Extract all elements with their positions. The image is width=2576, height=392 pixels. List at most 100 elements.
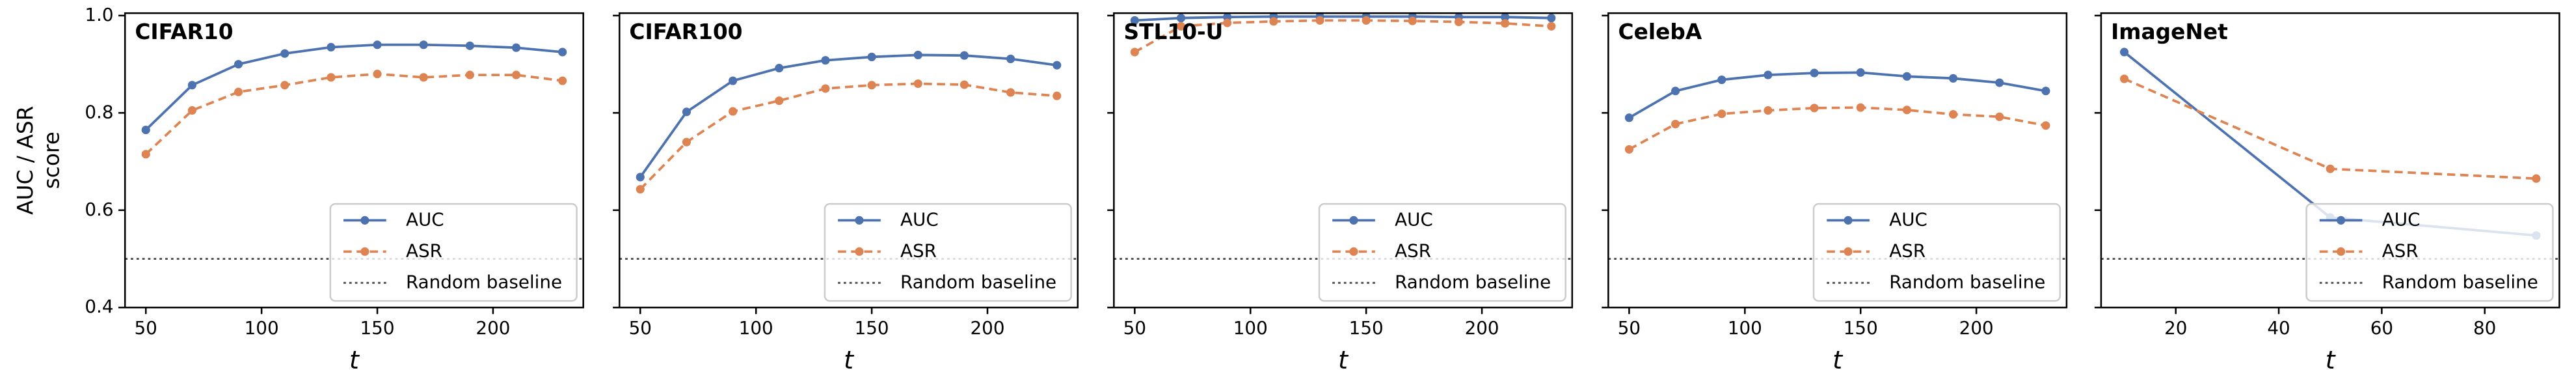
legend-label: ASR: [406, 240, 442, 261]
marker: [2041, 87, 2050, 96]
panel-title: CelebA: [1618, 20, 1702, 44]
marker: [465, 70, 474, 79]
legend-label: Random baseline: [406, 271, 562, 292]
axes-frame: [618, 12, 1079, 309]
series-line: [1628, 106, 2046, 151]
marker: [1949, 74, 1958, 83]
marker: [636, 173, 645, 182]
series-line: [2123, 77, 2536, 180]
marker: [2532, 174, 2541, 183]
legend-marker: [855, 216, 864, 225]
x-tick-label: 50: [135, 317, 157, 339]
y-axis-label: AUC / ASR: [13, 106, 38, 215]
marker: [1902, 72, 1911, 81]
panel-title: CIFAR10: [135, 20, 233, 44]
legend: AUC ASR Random baseline: [1812, 203, 2061, 302]
marker: [1810, 104, 1819, 113]
marker: [511, 43, 521, 52]
marker: [636, 185, 645, 194]
legend-marker: [360, 216, 369, 225]
legend: AUC ASR Random baseline: [329, 203, 578, 302]
legend-marker: [2337, 247, 2346, 256]
marker: [682, 107, 691, 117]
marker: [141, 150, 150, 159]
marker: [280, 49, 289, 58]
marker: [1176, 21, 1186, 31]
x-tick-label: 200: [971, 317, 1005, 339]
x-tick-label: 60: [2370, 317, 2393, 339]
series-line: [144, 72, 563, 156]
legend-box: [2305, 203, 2554, 302]
x-axis-label: t: [844, 346, 855, 374]
y-tick-label: 0.6: [85, 199, 113, 220]
marker: [2120, 74, 2129, 83]
series-line: [1134, 15, 1551, 22]
marker: [2041, 121, 2050, 130]
marker: [821, 56, 830, 65]
x-axis-label: t: [349, 346, 360, 374]
panel-title: CIFAR100: [629, 20, 742, 44]
x-tick-label: 150: [1844, 317, 1878, 339]
x-axis-label: t: [1832, 346, 1844, 374]
marker: [1856, 68, 1865, 77]
marker: [373, 40, 382, 49]
marker: [234, 87, 243, 96]
marker: [1547, 14, 1556, 23]
marker: [682, 137, 691, 147]
legend-label: ASR: [1395, 240, 1431, 261]
marker: [1130, 16, 1139, 25]
marker: [1315, 16, 1324, 25]
marker: [465, 41, 474, 50]
marker: [1949, 110, 1958, 119]
marker: [187, 81, 196, 90]
y-tick-label: 1.0: [85, 4, 113, 25]
marker: [1856, 103, 1865, 112]
legend-label: AUC: [406, 208, 444, 230]
legend-marker: [1349, 247, 1358, 256]
x-tick-label: 100: [739, 317, 773, 339]
marker: [419, 73, 428, 82]
legend-marker: [855, 247, 864, 256]
legend-label: ASR: [2382, 240, 2419, 261]
marker: [187, 106, 196, 115]
marker: [280, 81, 289, 90]
x-tick-label: 80: [2473, 317, 2496, 339]
marker: [141, 125, 150, 135]
marker: [1006, 54, 1015, 63]
x-tick-label: 150: [360, 317, 395, 339]
legend: AUC ASR Random baseline: [824, 203, 1072, 302]
marker: [1408, 16, 1417, 25]
x-tick-label: 100: [1728, 317, 1762, 339]
series-line: [639, 53, 1058, 178]
marker: [558, 76, 567, 85]
marker: [558, 48, 567, 57]
marker: [1717, 109, 1726, 119]
marker: [1671, 87, 1680, 96]
marker: [1764, 106, 1773, 115]
x-tick-label: 50: [1618, 317, 1641, 339]
legend: AUC ASR Random baseline: [1318, 203, 1567, 302]
x-axis-label: t: [2326, 346, 2337, 374]
marker: [1006, 88, 1015, 97]
axes-frame: [1113, 12, 1574, 309]
marker: [1995, 112, 2004, 121]
marker: [1501, 12, 1510, 21]
series-line: [639, 82, 1057, 190]
marker: [1362, 16, 1371, 25]
legend-marker: [360, 247, 369, 256]
marker: [1176, 14, 1186, 23]
axes-frame: [124, 12, 584, 309]
marker: [913, 79, 922, 89]
marker: [959, 51, 969, 60]
marker: [327, 73, 336, 82]
marker: [511, 70, 521, 79]
legend-label: ASR: [900, 240, 937, 261]
x-axis-label: t: [1338, 346, 1349, 374]
legend-box: [1318, 203, 1567, 302]
x-tick-label: 150: [855, 317, 889, 339]
legend-label: ASR: [1889, 240, 1925, 261]
axes-frame: [2100, 12, 2560, 309]
legend-marker: [1349, 216, 1358, 225]
